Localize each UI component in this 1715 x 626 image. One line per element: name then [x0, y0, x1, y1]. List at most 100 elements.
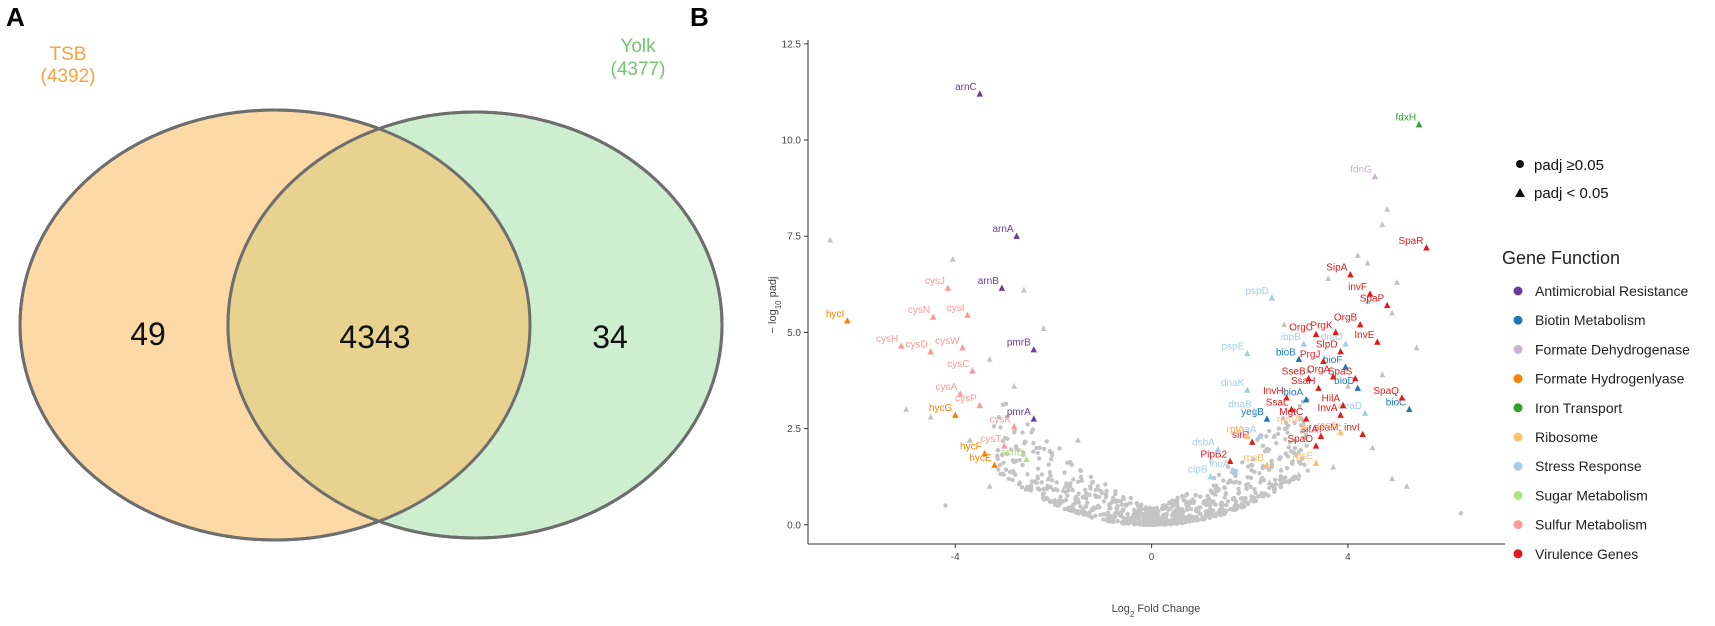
data-point-dead: [1361, 409, 1369, 416]
legend-item-label: Iron Transport: [1535, 400, 1622, 416]
gene-label: cysN: [908, 305, 930, 316]
grey-point: [1283, 451, 1289, 456]
data-point-hycg: [952, 411, 959, 418]
grey-point: [1151, 509, 1156, 514]
grey-point: [1035, 450, 1040, 456]
grey-triangle: [986, 356, 993, 362]
data-point-rpla: [1244, 432, 1251, 439]
grey-point: [1188, 506, 1194, 512]
legend-item-label: Antimicrobial Resistance: [1535, 283, 1688, 299]
grey-point: [1259, 491, 1264, 496]
legend-item-label: Ribosome: [1535, 429, 1598, 445]
grey-point: [995, 456, 1000, 461]
grey-point: [1123, 502, 1128, 507]
grey-point: [1251, 457, 1256, 462]
gene-label: hycE: [969, 453, 992, 464]
data-point-dnab: [1251, 407, 1258, 414]
grey-point: [1010, 477, 1015, 483]
grey-point: [1269, 458, 1274, 464]
legend-swatch: [1513, 344, 1523, 354]
grey-point: [1119, 502, 1125, 507]
grey-point: [1213, 502, 1218, 507]
grey-point: [998, 471, 1003, 477]
legend-item-label: Stress Response: [1535, 458, 1642, 474]
grey-point: [1164, 503, 1169, 509]
gene-label: cysD: [905, 340, 927, 351]
grey-point: [1266, 428, 1272, 434]
legend-circle-marker: [1516, 160, 1524, 168]
grey-point: [1041, 446, 1047, 452]
gene-label: sifA: [1301, 424, 1318, 435]
data-point-slrp: [1248, 438, 1256, 445]
grey-point: [1104, 512, 1110, 517]
data-point-dnak: [1244, 386, 1251, 393]
gene-label: SlpD: [1316, 340, 1338, 351]
data-point-pmra: [1030, 415, 1038, 422]
data-point-rpse: [1312, 459, 1320, 466]
grey-point: [1170, 499, 1175, 504]
data-point-yegb: [1263, 415, 1271, 422]
grey-point: [1058, 494, 1063, 500]
gene-label: SseB: [1282, 367, 1306, 378]
grey-point: [1028, 488, 1034, 493]
grey-point: [1162, 512, 1167, 518]
data-point-ibpb: [1300, 340, 1307, 347]
data-point-dnaj: [1342, 340, 1349, 347]
grey-point: [1154, 512, 1159, 517]
legend-shape-label-circle: padj ≥0.05: [1534, 157, 1604, 174]
gene-label: hycF: [960, 442, 982, 453]
grey-point-cloud: [827, 205, 1464, 527]
grey-point: [1082, 487, 1088, 493]
grey-point: [1177, 508, 1182, 513]
grey-point: [1036, 456, 1042, 461]
gene-label: OrgA: [1307, 365, 1331, 376]
gene-label: fdxH: [1396, 113, 1417, 124]
grey-point: [1155, 508, 1160, 513]
data-point-arnc: [976, 90, 984, 97]
data-point-arna: [1013, 232, 1020, 239]
y-tick-label: 10.0: [782, 136, 802, 147]
grey-point: [1076, 491, 1081, 496]
data-point-cysj: [944, 284, 952, 291]
grey-point: [1085, 500, 1090, 505]
labeled-points: arnC arnA arnB pmrB pmrA fdxH fdnG hycI hycG hycF…: [826, 82, 1430, 480]
legend-shape-label-triangle: padj < 0.05: [1534, 185, 1609, 202]
grey-point: [1113, 491, 1118, 497]
data-point-pspd: [1268, 294, 1276, 301]
grey-point: [1283, 437, 1288, 442]
panel-a-letter: A: [6, 2, 25, 32]
data-point-prgj: [1320, 357, 1327, 364]
grey-point: [1103, 482, 1108, 487]
grey-point: [1035, 466, 1041, 471]
grey-point: [1223, 491, 1229, 496]
data-point-cysw: [959, 344, 966, 351]
grey-point: [1057, 498, 1062, 503]
grey-point: [1240, 504, 1245, 509]
gene-label: moaA: [1230, 424, 1256, 435]
x-axis-title: Log2 Fold Change: [1112, 603, 1201, 619]
grey-point: [1292, 445, 1297, 451]
data-point-cysn: [929, 313, 937, 320]
grey-point: [1047, 470, 1053, 475]
legend-swatch: [1513, 315, 1523, 325]
data-point-cysi: [964, 311, 971, 318]
grey-point: [1047, 499, 1053, 505]
gene-label: SsaH: [1291, 376, 1315, 387]
grey-point: [1296, 459, 1302, 465]
gene-label: cysA: [935, 382, 957, 393]
grey-point: [1025, 472, 1030, 477]
data-point-cysa: [956, 390, 964, 397]
y-tick-label: 12.5: [782, 39, 802, 50]
grey-point: [1048, 485, 1053, 490]
gene-label: rplA: [1227, 424, 1245, 435]
data-point-pspe: [1244, 349, 1251, 357]
grey-point: [1131, 507, 1137, 513]
grey-point: [1114, 505, 1120, 511]
grey-point: [1246, 481, 1251, 487]
legend-swatch: [1513, 549, 1523, 559]
gene-label: dsbA: [1192, 438, 1215, 449]
grey-point: [1068, 459, 1073, 465]
grey-point: [1222, 485, 1227, 490]
gene-label: cysT: [980, 434, 1001, 445]
grey-triangle: [1040, 325, 1047, 332]
